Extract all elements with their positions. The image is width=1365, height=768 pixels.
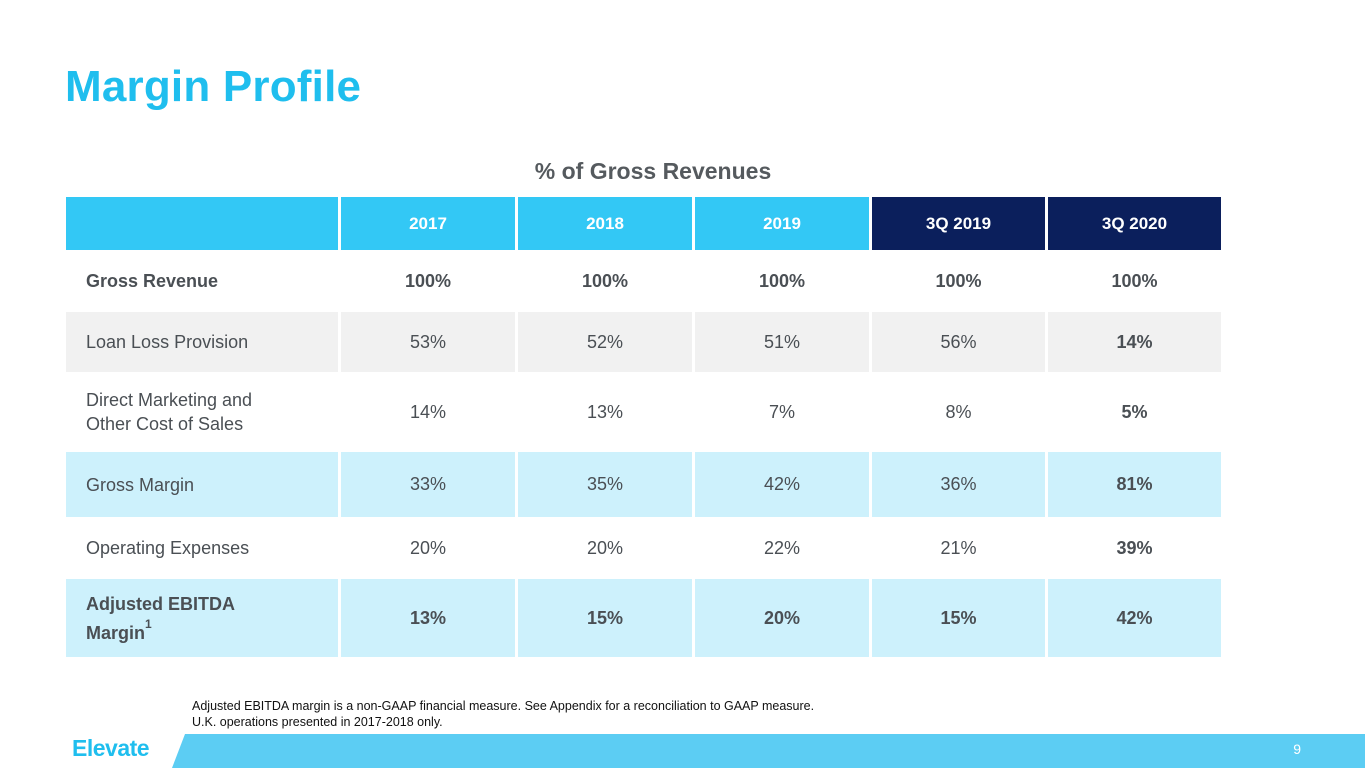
table-cell: 100%: [872, 250, 1045, 312]
column-header: 2018: [518, 197, 692, 250]
table-cell: 53%: [341, 312, 515, 372]
table-cell: 15%: [518, 579, 692, 657]
elevate-logo: Elevate: [72, 735, 150, 761]
table-cell: 15%: [872, 579, 1045, 657]
footer-band: [0, 734, 1365, 768]
column-header: 3Q 2020: [1048, 197, 1221, 250]
table-cell: 81%: [1048, 452, 1221, 517]
footnote-marker: 1: [145, 616, 152, 631]
page-title: Margin Profile: [65, 62, 362, 111]
table-cell: 14%: [341, 372, 515, 452]
table-cell: 36%: [872, 452, 1045, 517]
table-cell: 100%: [1048, 250, 1221, 312]
table-cell: 14%: [1048, 312, 1221, 372]
footnotes: Adjusted EBITDA margin is a non-GAAP fin…: [192, 698, 814, 730]
row-label-line: Adjusted EBITDA: [86, 593, 236, 614]
margin-table: 2017 2018 2019 3Q 2019 3Q 2020 Gross Rev…: [66, 197, 1221, 657]
column-header: 3Q 2019: [872, 197, 1045, 250]
row-label: Gross Margin: [66, 452, 338, 517]
table-cell: 52%: [518, 312, 692, 372]
table-cell: 5%: [1048, 372, 1221, 452]
table-caption: % of Gross Revenues: [534, 158, 772, 184]
table-cell: 51%: [695, 312, 869, 372]
row-label: Operating Expenses: [66, 517, 338, 579]
row-label: Adjusted EBITDA Margin1: [66, 579, 338, 657]
row-label-line: Direct Marketing and: [86, 390, 253, 410]
row-label: Direct Marketing and Other Cost of Sales: [66, 372, 338, 452]
table-cell: 20%: [518, 517, 692, 579]
table-cell: 13%: [518, 372, 692, 452]
row-label-line: Other Cost of Sales: [86, 414, 244, 434]
table-cell: 100%: [518, 250, 692, 312]
row-label: Loan Loss Provision: [66, 312, 338, 372]
table-cell: 42%: [1048, 579, 1221, 657]
table-cell: 20%: [695, 579, 869, 657]
table-cell: 100%: [341, 250, 515, 312]
header-empty-cell: [66, 197, 338, 250]
row-label-line: Margin: [86, 622, 146, 643]
table-cell: 8%: [872, 372, 1045, 452]
table-cell: 13%: [341, 579, 515, 657]
column-header: 2017: [341, 197, 515, 250]
page-number: 9: [1293, 741, 1301, 757]
column-header: 2019: [695, 197, 869, 250]
table-cell: 35%: [518, 452, 692, 517]
table-cell: 39%: [1048, 517, 1221, 579]
table-cell: 33%: [341, 452, 515, 517]
table-cell: 100%: [695, 250, 869, 312]
row-label: Gross Revenue: [66, 250, 338, 312]
table-cell: 7%: [695, 372, 869, 452]
table-cell: 22%: [695, 517, 869, 579]
table-cell: 21%: [872, 517, 1045, 579]
footnote: Adjusted EBITDA margin is a non-GAAP fin…: [192, 699, 815, 713]
table-cell: 56%: [872, 312, 1045, 372]
table-cell: 20%: [341, 517, 515, 579]
footnote: U.K. operations presented in 2017-2018 o…: [192, 715, 443, 729]
table-cell: 42%: [695, 452, 869, 517]
